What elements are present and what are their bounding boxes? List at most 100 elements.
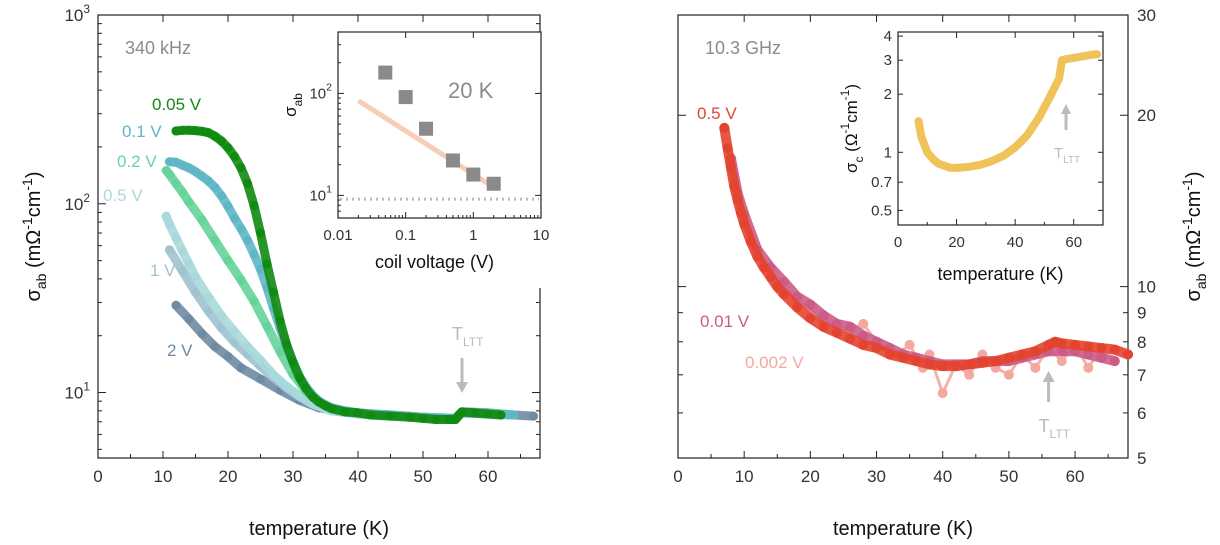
inset-data-point [445,153,460,168]
data-point [171,179,181,189]
inset-y-tick-label: 102 [309,81,332,102]
sigma-c-point [1052,80,1060,88]
data-point [204,176,213,186]
data-point [197,171,207,181]
data-point [249,296,259,306]
data-point [792,302,803,313]
y-tick-label: 8 [1137,333,1146,352]
inset-y-tick-label: 1 [884,144,892,161]
data-point [924,359,935,370]
series-label: 0.5 V [697,104,737,123]
data-point [223,201,233,211]
inset-right: 0 20 40 60 0.5 0.7 1 2 3 4 temperature (K) σc (Ω-1c… [838,28,1104,290]
data-point [262,321,272,331]
sigma-c-point [1011,143,1019,151]
data-point [236,163,246,173]
y-tick-label: 102 [64,191,90,214]
y-tick-label: 20 [1137,106,1156,125]
sigma-c-point [915,117,922,125]
sigma-c-point [929,155,937,163]
data-point [178,246,187,256]
x-tick-label: 0 [673,467,682,486]
inset-frame [897,31,1104,226]
y-tick-label: 5 [1137,449,1146,468]
data-point [171,126,181,136]
inset-data-point [419,121,434,136]
data-point [275,316,285,326]
data-point [236,223,246,233]
data-point [1096,343,1107,354]
data-point [1017,349,1028,360]
data-point [314,397,324,407]
data-point [288,357,298,367]
data-point [1083,362,1094,373]
inset-frame [337,31,542,219]
inset-y-axis-label: σc (Ω-1cm-1) [838,84,866,173]
data-point [735,207,746,218]
series-label: 0.1 V [122,122,162,141]
inset-y-tick-label: 2 [884,86,892,103]
data-point [845,321,856,332]
sigma-c-point [1023,132,1031,140]
data-point [759,262,770,273]
tltt-arrowhead [1042,371,1055,382]
data-point [275,346,285,356]
sigma-c-point [999,152,1007,160]
sigma-c-point [964,163,972,171]
data-point [210,131,220,141]
inset-y-axis-label: σab [281,93,305,117]
data-point [1070,339,1081,350]
data-point [937,388,948,399]
x-axis-label: temperature (K) [833,518,973,540]
data-point [457,407,467,417]
data-point [1096,352,1107,363]
inset-data-point [486,176,501,191]
x-axis-label: temperature (K) [249,518,389,540]
data-point [977,357,988,368]
x-tick-label: 40 [349,467,368,486]
data-point [765,271,776,282]
sigma-c-point [947,164,955,172]
y-tick-label: 30 [1137,6,1156,25]
data-point [178,125,187,135]
data-point [431,414,441,424]
data-point [217,136,226,146]
data-point [191,167,200,177]
data-point [904,339,915,350]
data-point [197,215,207,225]
inset-left: 0.01 0.1 1 10 101 102 coil voltage (V) σab 20 K [281,31,549,288]
sigma-c-point [1087,51,1095,59]
frequency-annotation: 10.3 GHz [705,38,781,58]
data-point [898,352,908,363]
data-point [496,410,506,420]
inset-temperature-annotation: 20 K [448,78,494,103]
data-point [805,299,816,310]
series-label: 0.01 V [700,312,750,331]
sigma-c-point [1093,50,1101,58]
sigma-c-point [1064,55,1072,63]
x-tick-label: 50 [999,467,1018,486]
data-point [243,342,252,352]
data-point [191,287,200,297]
data-point [282,339,291,349]
data-point [831,327,842,338]
inset-y-tick-label: 0.7 [871,174,892,191]
data-point [249,200,259,210]
data-point [509,410,519,420]
data-point [282,381,291,391]
data-point [470,408,480,418]
data-point [210,342,220,352]
x-tick-label: 20 [219,467,238,486]
data-point [1109,356,1120,367]
inset-x-axis-label: temperature (K) [937,264,1063,284]
data-point [223,256,233,266]
data-point [269,370,278,380]
data-point [340,407,350,417]
plot-frame [677,14,1129,459]
data-point [256,355,265,365]
data-point [937,361,948,372]
y-tick-label: 103 [64,2,90,25]
inset-data-point [398,90,413,105]
tltt-arrowhead [456,382,468,393]
data-point [1123,349,1133,360]
